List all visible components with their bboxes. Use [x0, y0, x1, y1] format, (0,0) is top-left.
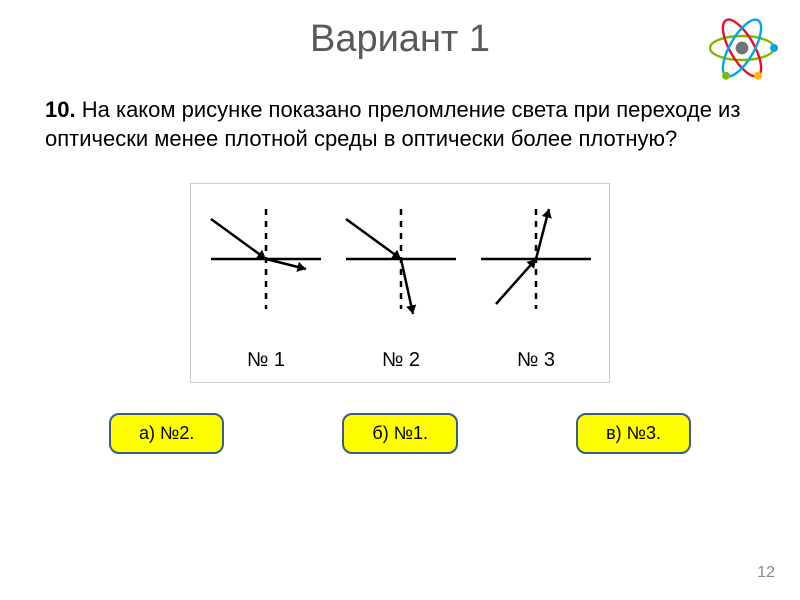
svg-text:№ 1: № 1 — [247, 349, 285, 371]
atom-logo — [702, 8, 782, 88]
refraction-diagram: № 1 № 2 № 3 — [190, 183, 610, 383]
svg-text:№ 2: № 2 — [382, 349, 420, 371]
question-text: 10. На каком рисунке показано преломлени… — [0, 61, 800, 173]
page-number: 12 — [757, 564, 775, 582]
question-body: На каком рисунке показано преломление св… — [45, 97, 740, 151]
question-number: 10. — [45, 97, 76, 122]
option-a[interactable]: а) №2. — [109, 413, 224, 454]
page-title: Вариант 1 — [0, 0, 800, 61]
answer-options: а) №2. б) №1. в) №3. — [0, 383, 800, 454]
svg-text:№ 3: № 3 — [517, 349, 555, 371]
refraction-diagram-container: № 1 № 2 № 3 — [0, 183, 800, 383]
option-c[interactable]: в) №3. — [576, 413, 691, 454]
option-b[interactable]: б) №1. — [342, 413, 458, 454]
